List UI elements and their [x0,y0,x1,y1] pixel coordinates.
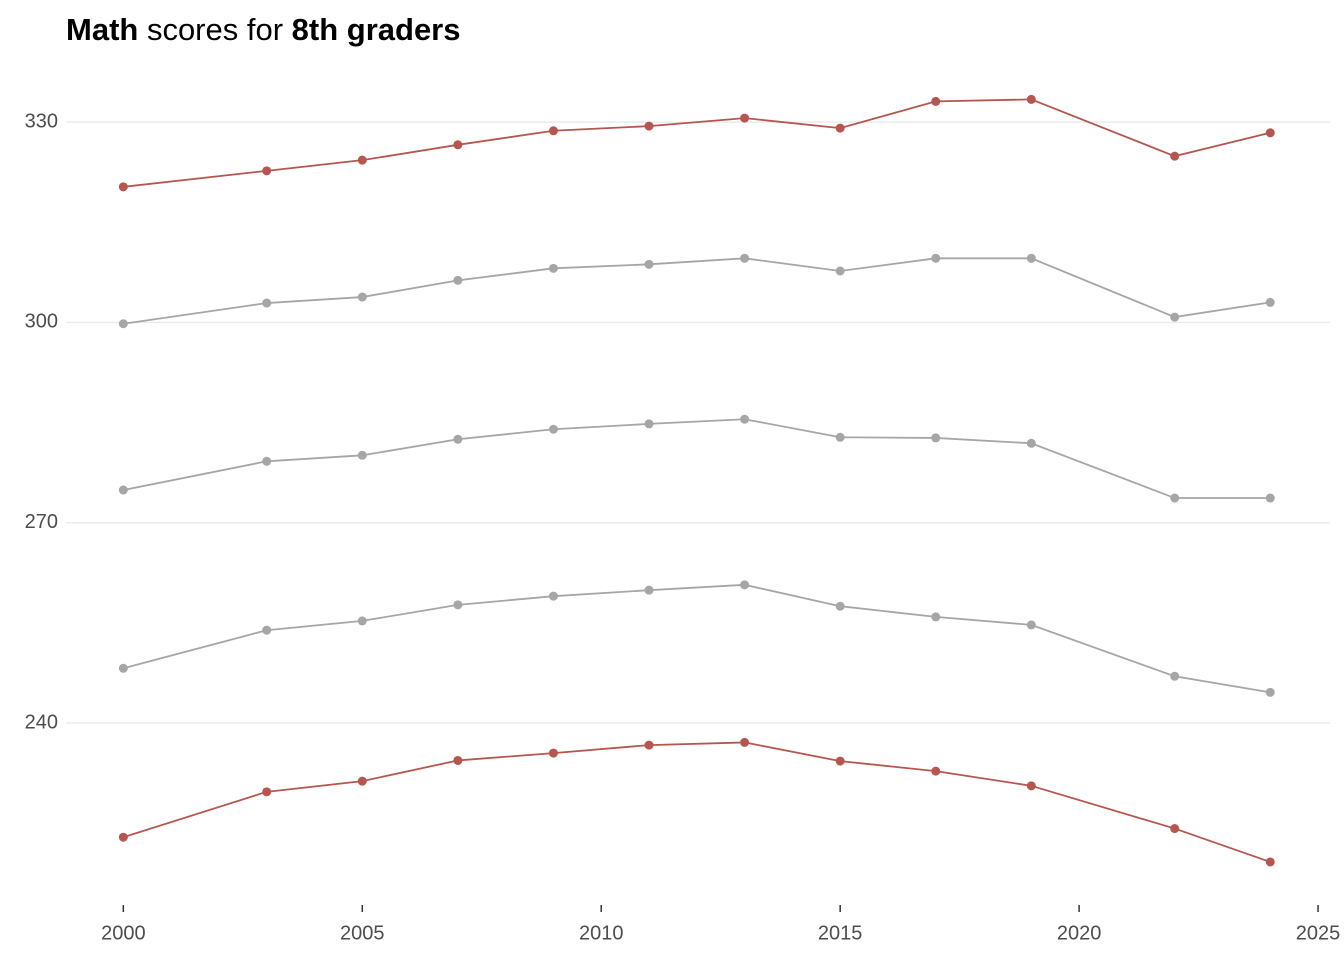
x-tick-label: 2025 [1296,922,1341,944]
data-point [931,253,941,263]
x-tick-label: 2000 [101,922,146,944]
data-point [1026,94,1036,104]
y-tick-label: 300 [25,311,58,333]
x-tick-label: 2015 [818,922,863,944]
data-point [644,419,654,429]
data-point [1265,128,1275,138]
data-point [1170,312,1180,322]
data-point [453,140,463,150]
data-point [644,259,654,269]
data-point [1170,671,1180,681]
x-tick-label: 2005 [340,922,385,944]
y-tick-label: 330 [25,110,58,132]
data-point [1026,438,1036,448]
data-point [835,432,845,442]
data-point [740,414,750,424]
data-point [835,266,845,276]
data-point [835,601,845,611]
data-point [740,253,750,263]
series-line [123,257,1271,325]
y-tick-label: 270 [25,511,58,533]
data-point [1170,151,1180,161]
data-point [548,424,558,434]
x-tick-label: 2010 [579,922,624,944]
y-tick-label: 240 [25,711,58,733]
data-point [644,121,654,131]
data-point [262,298,272,308]
series-line [123,583,1271,694]
data-point [931,433,941,443]
data-point [548,126,558,136]
data-point [644,740,654,750]
data-point [835,123,845,133]
data-point [548,263,558,273]
data-point [1265,297,1275,307]
data-point [931,766,941,776]
data-point [1170,824,1180,834]
data-point [548,591,558,601]
data-point [1265,687,1275,697]
data-point [453,600,463,610]
data-point [453,434,463,444]
data-point [931,612,941,622]
data-point [740,580,750,590]
data-point [740,737,750,747]
data-point [118,319,128,329]
chart-title: Math scores for 8th graders [66,12,461,47]
data-point [262,787,272,797]
data-point [835,756,845,766]
data-point [262,166,272,176]
data-point [1265,857,1275,867]
data-point [118,663,128,673]
data-point [453,275,463,285]
series-line [123,741,1271,863]
data-point [357,155,367,165]
data-point [118,182,128,192]
data-point [118,485,128,495]
data-point [118,832,128,842]
data-point [1170,493,1180,503]
data-point [1026,781,1036,791]
data-point [357,450,367,460]
x-tick-label: 2020 [1057,922,1102,944]
data-point [453,755,463,765]
data-point [548,748,558,758]
title-part: scores for [138,12,291,47]
series-line [123,418,1271,499]
data-point [262,456,272,466]
data-point [357,776,367,786]
data-point [740,113,750,123]
data-point [644,585,654,595]
data-point [1026,620,1036,630]
data-point [262,625,272,635]
data-point [357,616,367,626]
data-point [1026,253,1036,263]
data-point [357,292,367,302]
series-line [123,98,1271,188]
title-part: 8th graders [292,12,461,47]
data-point [931,96,941,106]
title-part: Math [66,12,138,47]
data-point [1265,493,1275,503]
